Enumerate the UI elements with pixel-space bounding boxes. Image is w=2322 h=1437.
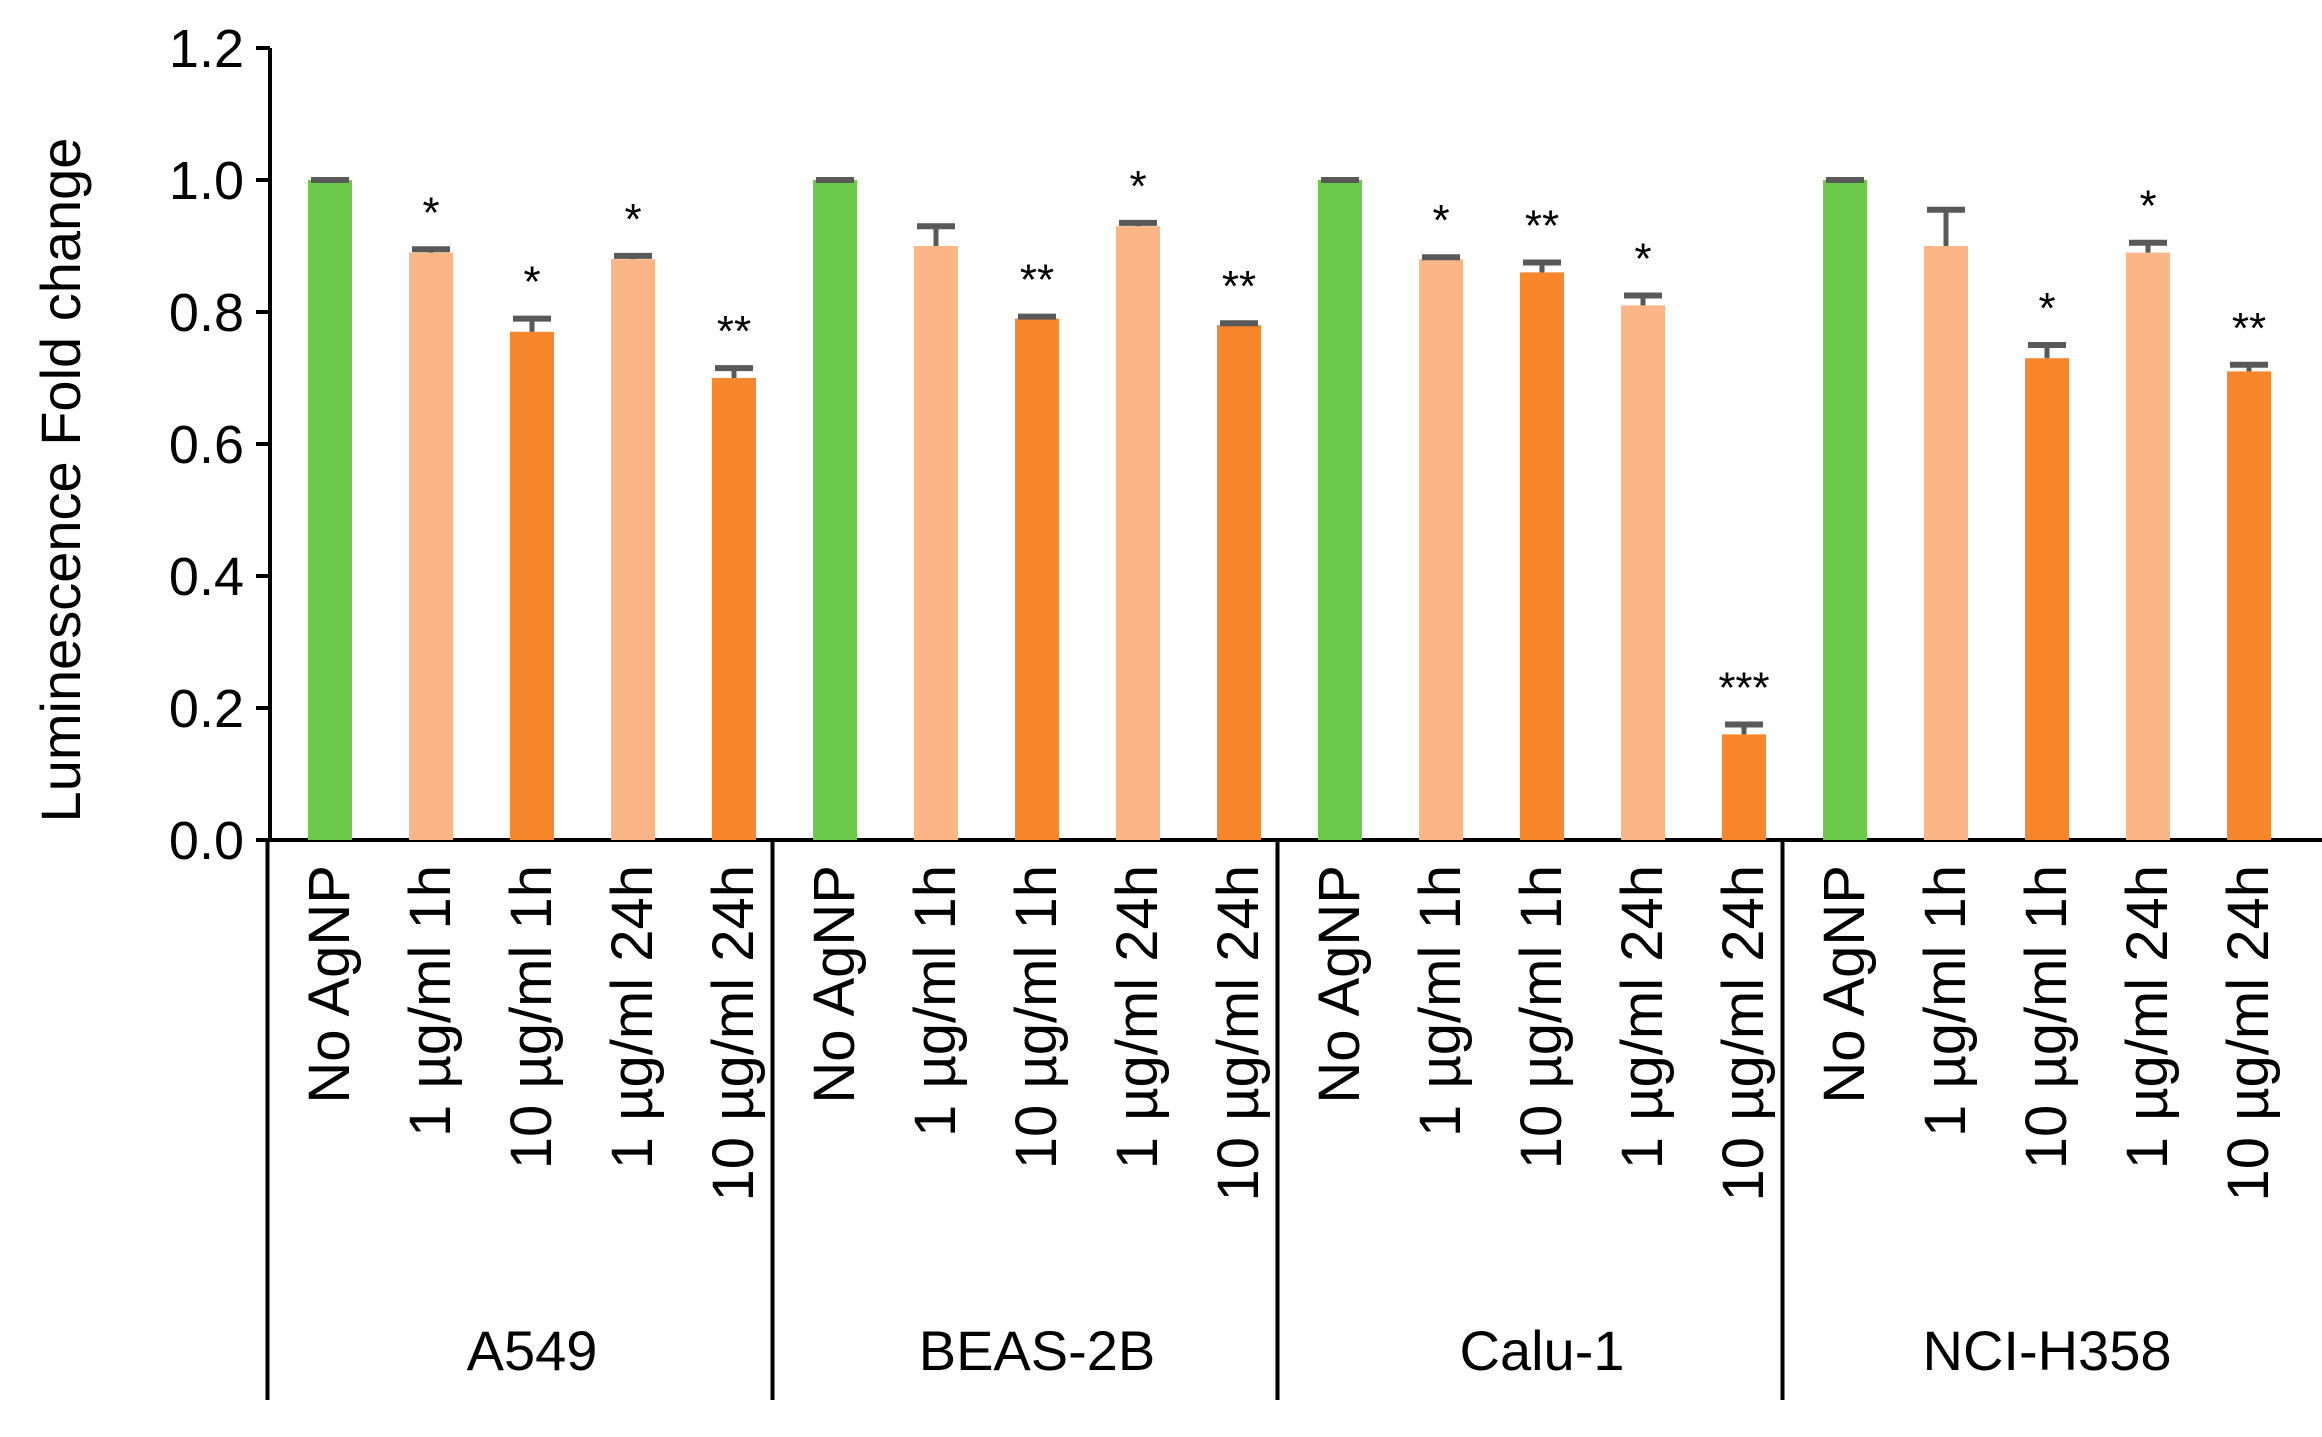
condition-label: 1 µg/ml 24h xyxy=(1610,865,1675,1169)
significance-marker: * xyxy=(2139,182,2156,231)
bar xyxy=(409,252,453,841)
bar xyxy=(1823,180,1867,840)
y-axis-title: Luminescence Fold change xyxy=(29,138,92,823)
bar xyxy=(1722,734,1766,840)
y-tick-label: 0.0 xyxy=(169,811,244,871)
condition-label: 1 µg/ml 1h xyxy=(903,865,968,1137)
y-tick-label: 0.4 xyxy=(169,547,244,607)
bar xyxy=(1924,246,1968,840)
bars-layer xyxy=(308,180,2271,841)
y-tick-label: 0.2 xyxy=(169,679,244,739)
y-tick-label: 1.2 xyxy=(169,19,244,79)
bar xyxy=(914,246,958,840)
bar xyxy=(2025,358,2069,840)
condition-label: No AgNP xyxy=(1307,865,1372,1104)
bar xyxy=(1318,180,1362,840)
condition-label: 10 µg/ml 24h xyxy=(2216,865,2281,1202)
bar xyxy=(712,378,756,840)
group-label: Calu-1 xyxy=(1460,1319,1625,1382)
condition-label: 10 µg/ml 1h xyxy=(1004,865,1069,1169)
significance-marker: * xyxy=(1634,235,1651,284)
bar xyxy=(1419,259,1463,840)
y-axis: 0.0 0.2 0.4 0.6 0.8 1.0 1.2 xyxy=(169,19,2322,871)
condition-label: 10 µg/ml 24h xyxy=(1206,865,1271,1202)
bar xyxy=(1116,226,1160,840)
condition-label: 1 µg/ml 24h xyxy=(600,865,665,1169)
significance-marker: ** xyxy=(717,307,751,356)
significance-marker: * xyxy=(2038,284,2055,333)
group-label: A549 xyxy=(467,1319,598,1382)
bar xyxy=(1015,318,1059,841)
bar xyxy=(2227,371,2271,840)
error-bars-layer xyxy=(311,177,2268,735)
significance-marker: ** xyxy=(1020,256,1054,305)
condition-label: 10 µg/ml 1h xyxy=(2014,865,2079,1169)
significance-marker: * xyxy=(1432,196,1449,245)
condition-label: 10 µg/ml 1h xyxy=(1509,865,1574,1169)
bar xyxy=(2126,252,2170,841)
significance-marker: * xyxy=(624,195,641,244)
condition-label: 1 µg/ml 24h xyxy=(1105,865,1170,1169)
condition-label: 10 µg/ml 24h xyxy=(1711,865,1776,1202)
condition-label: 10 µg/ml 24h xyxy=(701,865,766,1202)
significance-marker: * xyxy=(1129,162,1146,211)
bar xyxy=(308,180,352,840)
group-label: NCI-H358 xyxy=(1923,1319,2172,1382)
bar xyxy=(611,259,655,840)
y-tick-label: 1.0 xyxy=(169,151,244,211)
bar xyxy=(510,331,554,840)
condition-label: 10 µg/ml 1h xyxy=(499,865,564,1169)
condition-label: 1 µg/ml 1h xyxy=(1913,865,1978,1137)
bar xyxy=(1520,272,1564,840)
y-tick-label: 0.6 xyxy=(169,415,244,475)
condition-label: 1 µg/ml 1h xyxy=(398,865,463,1137)
bar xyxy=(1621,305,1665,840)
significance-marker: ** xyxy=(1525,202,1559,251)
condition-label: No AgNP xyxy=(297,865,362,1104)
significance-layer: *********** ********** xyxy=(422,162,2266,713)
bar xyxy=(1217,325,1261,840)
condition-label: 1 µg/ml 24h xyxy=(2115,865,2180,1169)
category-table: No AgNP 1 µg/ml 1h 10 µg/ml 1h 1 µg/ml 24h 1… xyxy=(265,840,2281,1400)
significance-marker: * xyxy=(422,188,439,237)
significance-marker: *** xyxy=(1718,664,1769,713)
condition-label: No AgNP xyxy=(1812,865,1877,1104)
significance-marker: * xyxy=(523,258,540,307)
group-label: BEAS-2B xyxy=(919,1319,1156,1382)
significance-marker: ** xyxy=(2232,304,2266,353)
condition-label: 1 µg/ml 1h xyxy=(1408,865,1473,1137)
condition-label: No AgNP xyxy=(802,865,867,1104)
significance-marker: ** xyxy=(1222,262,1256,311)
bar xyxy=(813,180,857,840)
y-tick-label: 0.8 xyxy=(169,283,244,343)
